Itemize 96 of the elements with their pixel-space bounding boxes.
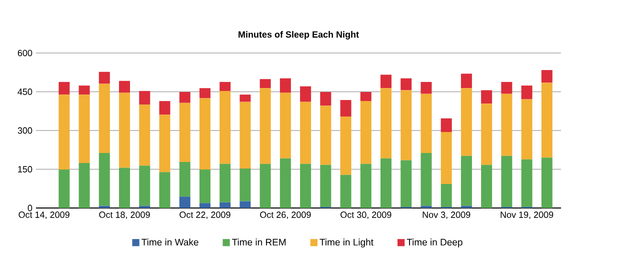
bar: [119, 80, 130, 93]
bar: [420, 94, 432, 153]
bar: [280, 92, 291, 158]
bar: [400, 78, 412, 90]
bar: [260, 79, 271, 88]
x-tick-label: Nov 3, 2009: [422, 212, 470, 219]
bar: [541, 82, 552, 158]
bar: [501, 82, 512, 94]
bar: [380, 74, 392, 88]
bar: [240, 102, 251, 168]
bar: [260, 88, 271, 164]
legend-label: Time in Light: [320, 238, 374, 248]
bar: [139, 90, 150, 105]
bar: [541, 158, 552, 208]
y-tick-label: 450: [18, 88, 32, 95]
bar: [460, 88, 472, 156]
bar: [300, 102, 312, 164]
bar: [139, 104, 150, 166]
bar: [98, 84, 110, 153]
bar: [78, 86, 90, 95]
bar: [320, 92, 332, 106]
y-tick-label: 300: [18, 127, 32, 134]
bar: [400, 160, 412, 207]
legend-label: Time in REM: [232, 238, 286, 246]
bar: [440, 118, 452, 132]
bar: [521, 99, 532, 160]
bar: [260, 164, 271, 208]
y-tick-label: 600: [18, 50, 32, 56]
bar: [179, 196, 190, 208]
bar: [340, 116, 352, 175]
bar: [280, 78, 291, 93]
bar: [440, 132, 452, 184]
bar: [240, 94, 251, 102]
bar: [400, 90, 412, 160]
bar: [220, 82, 231, 91]
bar: [119, 92, 130, 168]
bar: [541, 70, 552, 83]
bar: [179, 102, 190, 162]
bar: [320, 164, 332, 207]
bar: [380, 88, 392, 158]
legend-label: Time in Deep: [406, 238, 462, 248]
bar: [78, 163, 90, 208]
bar: [481, 104, 492, 165]
chart-title: Minutes of Sleep Each Night: [238, 31, 359, 40]
legend-label: Time in Wake: [142, 238, 198, 246]
bar: [199, 88, 210, 98]
bar: [481, 164, 492, 208]
bar: [139, 166, 150, 206]
bar: [179, 162, 190, 197]
bar: [501, 94, 512, 156]
bar: [179, 92, 190, 103]
bar: [460, 74, 472, 88]
bar: [521, 159, 532, 207]
bar: [58, 82, 70, 95]
bar: [78, 94, 90, 164]
x-tick-label: Oct 30, 2009: [340, 212, 392, 219]
bar: [501, 156, 512, 207]
bar: [380, 158, 392, 208]
bar: [280, 158, 291, 208]
bar: [159, 101, 170, 115]
bar: [98, 152, 110, 206]
bar: [320, 106, 332, 165]
bar: [199, 203, 210, 208]
bar: [240, 201, 251, 208]
bar: [98, 72, 110, 84]
bar: [420, 82, 432, 94]
bar: [58, 170, 70, 208]
bar: [220, 90, 231, 164]
bar: [300, 164, 312, 208]
bar: [220, 164, 231, 202]
bar: [420, 152, 432, 206]
bar: [481, 90, 492, 104]
bar: [58, 94, 70, 170]
bar: [220, 202, 231, 208]
x-tick-label: Oct 18, 2009: [99, 212, 150, 219]
bar: [119, 168, 130, 208]
y-tick-label: 150: [18, 166, 32, 172]
bar: [460, 156, 472, 206]
bar: [440, 184, 452, 207]
bar: [159, 114, 170, 172]
bar: [360, 101, 372, 164]
bar: [159, 172, 170, 208]
x-tick-label: Oct 26, 2009: [260, 212, 311, 219]
bar: [340, 174, 352, 208]
x-tick-label: Oct 14, 2009: [18, 212, 70, 219]
y-tick-label: 0: [28, 204, 32, 212]
x-tick-label: Nov 19, 2009: [500, 212, 554, 219]
bar: [521, 86, 532, 100]
bar: [340, 100, 352, 117]
bar: [199, 170, 210, 204]
bar: [199, 98, 210, 170]
x-tick-label: Oct 22, 2009: [180, 212, 230, 219]
bar: [360, 164, 372, 208]
bar: [360, 92, 372, 102]
bar: [240, 168, 251, 202]
bar: [300, 86, 312, 102]
